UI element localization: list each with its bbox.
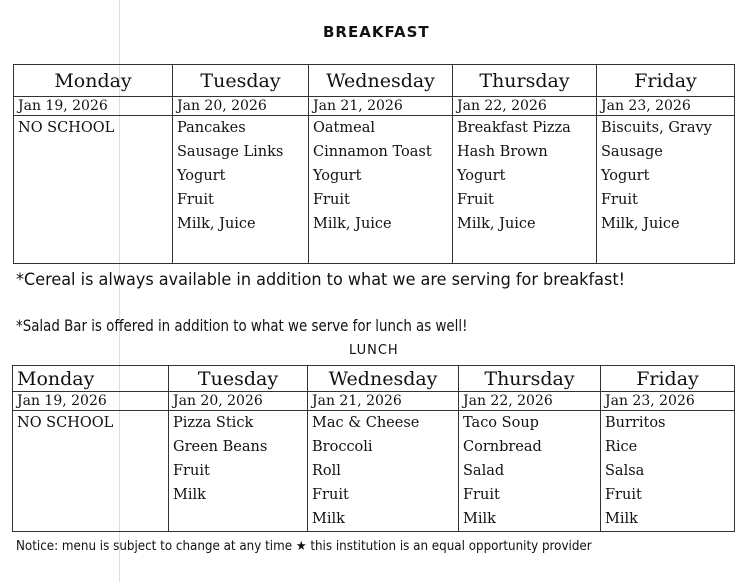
lunch-title: LUNCH	[349, 343, 399, 358]
menu-item: Yogurt	[177, 168, 226, 184]
date-cell: Jan 23, 2026	[596, 96, 735, 116]
menu-item: Fruit	[177, 192, 214, 208]
menu-item: Broccoli	[312, 439, 373, 455]
day-header-row: Monday Tuesday Wednesday Thursday Friday	[13, 64, 735, 97]
menu-item: Milk	[605, 511, 638, 527]
day-header-friday: Friday	[600, 365, 735, 392]
scan-artifact-line	[119, 0, 120, 582]
menu-item: Milk	[312, 511, 345, 527]
menu-item: Cinnamon Toast	[313, 144, 432, 160]
menu-item: Sausage Links	[177, 144, 284, 160]
date-cell: Jan 19, 2026	[13, 96, 173, 116]
menu-item: Salsa	[605, 463, 645, 479]
date-cell: Jan 23, 2026	[600, 391, 735, 411]
day-header-monday: Monday	[12, 365, 169, 392]
menu-cell: Mac & Cheese Broccoli Roll Fruit Milk	[307, 410, 459, 532]
menu-item: Yogurt	[601, 168, 650, 184]
menu-cell: Pancakes Sausage Links Yogurt Fruit Milk, Ju…	[172, 115, 309, 264]
menu-item: Fruit	[457, 192, 494, 208]
menu-item: Milk	[173, 487, 206, 503]
date-cell: Jan 19, 2026	[12, 391, 169, 411]
date-cell: Jan 20, 2026	[168, 391, 308, 411]
menu-item: Mac & Cheese	[312, 415, 420, 431]
menu-item: Fruit	[601, 192, 638, 208]
menu-item: Milk, Juice	[601, 216, 680, 232]
menu-item: Biscuits, Gravy	[601, 120, 712, 136]
menu-item: Milk, Juice	[313, 216, 392, 232]
menu-item: Burritos	[605, 415, 666, 431]
date-cell: Jan 22, 2026	[458, 391, 601, 411]
date-cell: Jan 21, 2026	[307, 391, 459, 411]
lunch-table: Monday Tuesday Wednesday Thursday Friday Jan…	[12, 365, 735, 532]
menu-cell: Biscuits, Gravy Sausage Yogurt Fruit Milk, J…	[596, 115, 735, 264]
day-header-wednesday: Wednesday	[307, 365, 459, 392]
menu-item: Sausage	[601, 144, 663, 160]
date-row: Jan 19, 2026 Jan 20, 2026 Jan 21, 2026 Jan …	[12, 391, 735, 411]
menu-item: Pancakes	[177, 120, 246, 136]
breakfast-table: Monday Tuesday Wednesday Thursday Friday Jan…	[13, 64, 735, 264]
menu-cell: NO SCHOOL	[12, 410, 169, 532]
menu-cell: Oatmeal Cinnamon Toast Yogurt Fruit Milk, Ju…	[308, 115, 453, 264]
menu-item: Cornbread	[463, 439, 542, 455]
menu-item: Yogurt	[457, 168, 506, 184]
menu-item: Fruit	[173, 463, 210, 479]
menu-cell: NO SCHOOL	[13, 115, 173, 264]
menu-cell: Taco Soup Cornbread Salad Fruit Milk	[458, 410, 601, 532]
day-header-row: Monday Tuesday Wednesday Thursday Friday	[12, 365, 735, 392]
menu-item: Yogurt	[313, 168, 362, 184]
day-header-tuesday: Tuesday	[172, 64, 309, 97]
menu-item: Fruit	[312, 487, 349, 503]
date-cell: Jan 21, 2026	[308, 96, 453, 116]
date-cell: Jan 22, 2026	[452, 96, 597, 116]
menu-item: Rice	[605, 439, 638, 455]
menu-item: NO SCHOOL	[18, 120, 115, 136]
menu-cell: Breakfast Pizza Hash Brown Yogurt Fruit Milk…	[452, 115, 597, 264]
menu-item: Oatmeal	[313, 120, 375, 136]
date-cell: Jan 20, 2026	[172, 96, 309, 116]
salad-bar-note: *Salad Bar is offered in addition to wha…	[16, 316, 468, 335]
day-header-thursday: Thursday	[458, 365, 601, 392]
menu-cell: Burritos Rice Salsa Fruit Milk	[600, 410, 735, 532]
menu-item: Green Beans	[173, 439, 268, 455]
date-row: Jan 19, 2026 Jan 20, 2026 Jan 21, 2026 Jan …	[13, 96, 735, 116]
menu-item: NO SCHOOL	[17, 415, 114, 431]
menu-row: NO SCHOOL Pizza Stick Green Beans Fruit Milk…	[12, 410, 735, 532]
menu-item: Fruit	[605, 487, 642, 503]
menu-row: NO SCHOOL Pancakes Sausage Links Yogurt Frui…	[13, 115, 735, 264]
menu-cell: Pizza Stick Green Beans Fruit Milk	[168, 410, 308, 532]
menu-item: Milk, Juice	[457, 216, 536, 232]
cereal-note: *Cereal is always available in addition …	[16, 270, 626, 290]
menu-item: Pizza Stick	[173, 415, 254, 431]
menu-item: Fruit	[463, 487, 500, 503]
breakfast-title: BREAKFAST	[323, 23, 430, 41]
menu-item: Roll	[312, 463, 341, 479]
day-header-tuesday: Tuesday	[168, 365, 308, 392]
day-header-monday: Monday	[13, 64, 173, 97]
menu-item: Milk	[463, 511, 496, 527]
day-header-wednesday: Wednesday	[308, 64, 453, 97]
menu-item: Milk, Juice	[177, 216, 256, 232]
menu-item: Hash Brown	[457, 144, 548, 160]
menu-item: Fruit	[313, 192, 350, 208]
menu-item: Taco Soup	[463, 415, 539, 431]
menu-item: Salad	[463, 463, 505, 479]
footer-notice: Notice: menu is subject to change at any…	[16, 539, 592, 554]
menu-item: Breakfast Pizza	[457, 120, 571, 136]
day-header-friday: Friday	[596, 64, 735, 97]
day-header-thursday: Thursday	[452, 64, 597, 97]
